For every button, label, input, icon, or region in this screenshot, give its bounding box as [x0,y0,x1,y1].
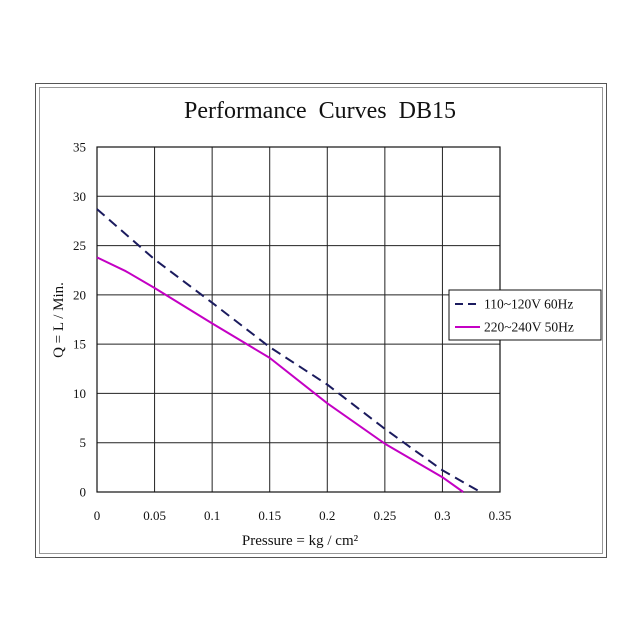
data-point-series-2 [384,443,386,445]
x-axis-label: Pressure = kg / cm² [242,533,359,549]
y-tick-label: 10 [73,386,86,401]
data-point-series-2 [269,357,271,359]
x-tick-label: 0 [94,508,101,523]
y-tick-label: 5 [80,435,87,450]
y-tick-label: 25 [73,238,86,253]
y-tick-label: 35 [73,140,86,155]
data-point-series-2 [326,402,328,404]
plot-area-border [96,146,501,493]
series-line-1 [96,208,481,493]
data-point-series-1 [384,428,386,430]
data-point-series-1 [326,384,328,386]
series-group [96,208,481,493]
y-tick-label: 20 [73,287,86,302]
legend-label-2: 220~240V 50Hz [484,320,574,335]
series-line-2 [96,256,464,493]
x-tick-label: 0.15 [258,508,281,523]
data-point-series-2 [462,491,464,493]
y-tick-label: 15 [73,337,86,352]
data-point-series-1 [96,208,98,210]
data-point-series-1 [479,491,481,493]
data-point-series-2 [96,256,98,258]
y-tick-label: 30 [73,189,86,204]
data-point-series-1 [154,258,156,260]
chart-title: Performance Curves DB15 [184,98,456,124]
grid-lines [96,146,501,493]
legend-box [448,289,602,341]
x-tick-label: 0.05 [143,508,166,523]
x-tick-label: 0.1 [204,508,220,523]
x-tick-label: 0.35 [489,508,512,523]
chart-frame-inner [39,87,603,554]
legend-label-1: 110~120V 60Hz [484,297,573,312]
x-tick-label: 0.2 [319,508,335,523]
data-point-series-1 [211,302,213,304]
data-point-series-2 [441,476,443,478]
data-point-series-1 [441,469,443,471]
y-tick-labels: 0 5 10 15 20 25 30 35 [73,140,86,500]
chart-frame-outer [35,83,607,558]
data-point-series-2 [211,322,213,324]
x-tick-label: 0.25 [373,508,396,523]
y-axis-label: Q = L / Min. [51,282,67,358]
legend: 110~120V 60Hz 220~240V 50Hz [448,289,602,341]
data-point-series-2 [154,287,156,289]
y-tick-label: 0 [80,485,87,500]
x-tick-labels: 0 0.05 0.1 0.15 0.2 0.25 0.3 0.35 [94,508,512,523]
data-point-series-1 [269,346,271,348]
x-tick-label: 0.3 [434,508,450,523]
data-point-series-2 [125,270,127,272]
